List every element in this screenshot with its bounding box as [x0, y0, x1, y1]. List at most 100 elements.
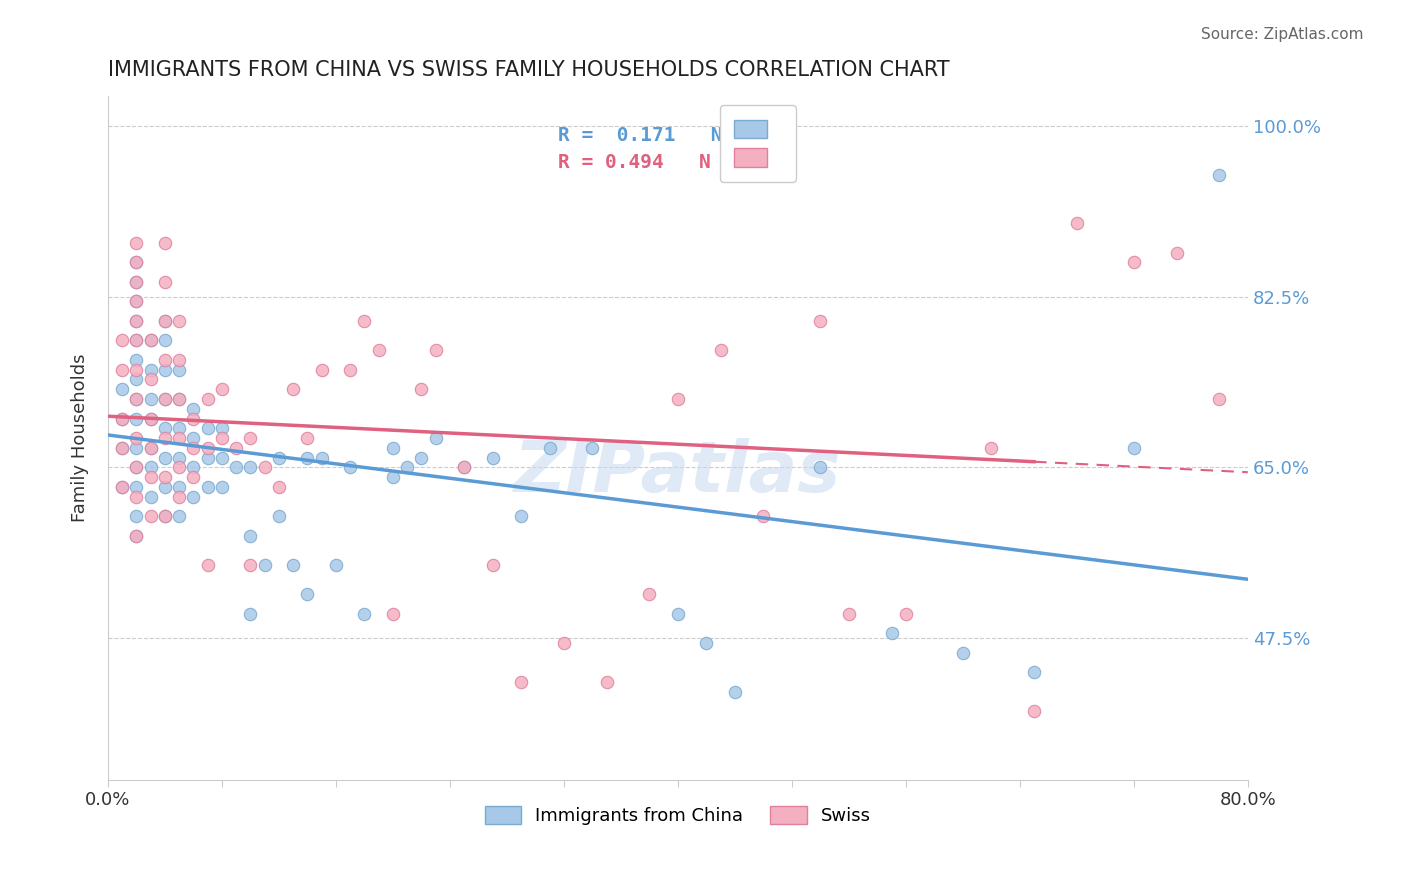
- Point: [211, 450, 233, 465]
- Point: [381, 441, 404, 455]
- Point: [167, 431, 190, 445]
- Point: [111, 480, 134, 494]
- Point: [125, 314, 148, 328]
- Point: [139, 441, 162, 455]
- Point: [211, 480, 233, 494]
- Point: [595, 675, 617, 690]
- Point: [267, 450, 290, 465]
- Point: [253, 558, 276, 572]
- Point: [425, 431, 447, 445]
- Point: [153, 353, 176, 368]
- Point: [838, 607, 860, 621]
- Point: [153, 431, 176, 445]
- Point: [197, 558, 219, 572]
- Point: [297, 431, 319, 445]
- Point: [894, 607, 917, 621]
- Point: [267, 509, 290, 524]
- Point: [808, 314, 831, 328]
- Point: [167, 353, 190, 368]
- Point: [125, 411, 148, 425]
- Point: [538, 441, 561, 455]
- Point: [396, 460, 419, 475]
- Point: [239, 528, 262, 542]
- Point: [125, 431, 148, 445]
- Point: [581, 441, 603, 455]
- Point: [553, 636, 575, 650]
- Point: [510, 675, 533, 690]
- Point: [139, 411, 162, 425]
- Point: [325, 558, 347, 572]
- Point: [125, 235, 148, 250]
- Point: [453, 460, 475, 475]
- Point: [111, 334, 134, 348]
- Point: [183, 470, 205, 484]
- Text: R = 0.494   N = 77: R = 0.494 N = 77: [558, 153, 769, 172]
- Point: [211, 382, 233, 396]
- Point: [239, 460, 262, 475]
- Point: [139, 411, 162, 425]
- Point: [111, 411, 134, 425]
- Point: [139, 470, 162, 484]
- Point: [139, 460, 162, 475]
- Point: [125, 528, 148, 542]
- Point: [425, 343, 447, 358]
- Point: [167, 314, 190, 328]
- Point: [481, 450, 503, 465]
- Point: [253, 460, 276, 475]
- Point: [239, 607, 262, 621]
- Point: [211, 421, 233, 435]
- Point: [297, 587, 319, 601]
- Point: [183, 401, 205, 416]
- Point: [980, 441, 1002, 455]
- Point: [1066, 216, 1088, 230]
- Point: [153, 314, 176, 328]
- Point: [125, 372, 148, 386]
- Y-axis label: Family Households: Family Households: [72, 354, 89, 523]
- Point: [167, 392, 190, 406]
- Point: [952, 646, 974, 660]
- Point: [125, 255, 148, 269]
- Point: [153, 450, 176, 465]
- Point: [111, 441, 134, 455]
- Point: [638, 587, 661, 601]
- Text: ZIPatlas: ZIPatlas: [515, 438, 842, 507]
- Point: [1122, 441, 1144, 455]
- Point: [1024, 704, 1046, 718]
- Point: [125, 275, 148, 289]
- Point: [139, 490, 162, 504]
- Point: [125, 441, 148, 455]
- Point: [153, 275, 176, 289]
- Point: [197, 421, 219, 435]
- Point: [239, 431, 262, 445]
- Point: [125, 255, 148, 269]
- Point: [167, 421, 190, 435]
- Point: [153, 509, 176, 524]
- Point: [125, 362, 148, 376]
- Point: [339, 362, 361, 376]
- Point: [183, 460, 205, 475]
- Point: [125, 294, 148, 309]
- Point: [125, 334, 148, 348]
- Point: [381, 607, 404, 621]
- Point: [880, 626, 903, 640]
- Point: [153, 362, 176, 376]
- Point: [153, 235, 176, 250]
- Point: [353, 607, 375, 621]
- Point: [1024, 665, 1046, 680]
- Point: [225, 441, 247, 455]
- Point: [367, 343, 389, 358]
- Point: [197, 450, 219, 465]
- Point: [125, 392, 148, 406]
- Text: R =  0.171   N = 82: R = 0.171 N = 82: [558, 126, 782, 145]
- Point: [167, 362, 190, 376]
- Point: [183, 431, 205, 445]
- Point: [153, 480, 176, 494]
- Point: [666, 607, 689, 621]
- Point: [139, 334, 162, 348]
- Point: [153, 392, 176, 406]
- Point: [111, 411, 134, 425]
- Point: [666, 392, 689, 406]
- Point: [481, 558, 503, 572]
- Point: [752, 509, 775, 524]
- Point: [339, 460, 361, 475]
